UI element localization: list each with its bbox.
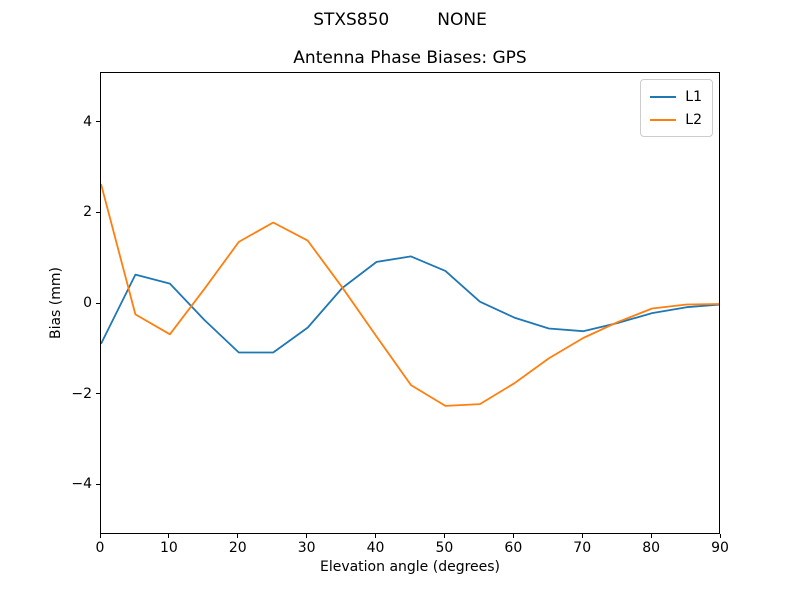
l2-line-swatch: [650, 118, 677, 121]
y-tick-mark: [96, 121, 100, 123]
suptitle-station: STXS850: [313, 10, 390, 30]
y-tick-mark: [96, 483, 100, 485]
x-tick-mark: [443, 534, 445, 538]
y-tick-mark: [96, 393, 100, 395]
y-tick-label: −4: [71, 476, 92, 493]
x-tick-label: 30: [297, 540, 316, 556]
x-tick-mark: [237, 534, 239, 538]
x-tick-mark: [650, 534, 652, 538]
x-axis-label: Elevation angle (degrees): [319, 559, 501, 575]
x-tick-mark: [581, 534, 583, 538]
suptitle-receiver: NONE: [437, 10, 487, 30]
y-tick-label: 0: [83, 295, 92, 311]
x-tick-mark: [375, 534, 377, 538]
y-tick-label: 2: [83, 204, 92, 221]
x-tick-label: 80: [642, 540, 661, 556]
legend-item-l1: L1: [650, 85, 702, 108]
y-tick-label: −2: [71, 385, 92, 402]
x-tick-label: 90: [711, 540, 729, 556]
axes-title: Antenna Phase Biases: GPS: [293, 48, 527, 68]
x-tick-mark: [168, 534, 170, 538]
legend: L1 L2: [640, 79, 713, 137]
y-tick-label: 4: [83, 113, 92, 130]
x-tick-mark: [306, 534, 308, 538]
x-tick-label: 0: [95, 540, 105, 556]
legend-label-l1: L1: [685, 88, 702, 105]
x-tick-label: 50: [435, 540, 454, 556]
plot-area: [100, 72, 720, 534]
series-line-l2: [101, 183, 719, 407]
x-tick-label: 70: [573, 540, 592, 556]
x-tick-label: 10: [159, 540, 178, 556]
y-tick-mark: [96, 211, 100, 213]
x-tick-mark: [719, 534, 721, 538]
x-tick-label: 20: [228, 540, 247, 556]
legend-label-l2: L2: [685, 111, 702, 128]
legend-item-l2: L2: [650, 108, 702, 131]
x-tick-mark: [99, 534, 101, 538]
y-tick-mark: [96, 302, 100, 304]
x-tick-label: 60: [504, 540, 523, 556]
l1-line-swatch: [650, 95, 677, 98]
x-tick-mark: [512, 534, 514, 538]
x-tick-label: 40: [366, 540, 385, 556]
suptitle: STXS850 NONE: [0, 10, 800, 30]
plot-svg: [101, 183, 719, 407]
